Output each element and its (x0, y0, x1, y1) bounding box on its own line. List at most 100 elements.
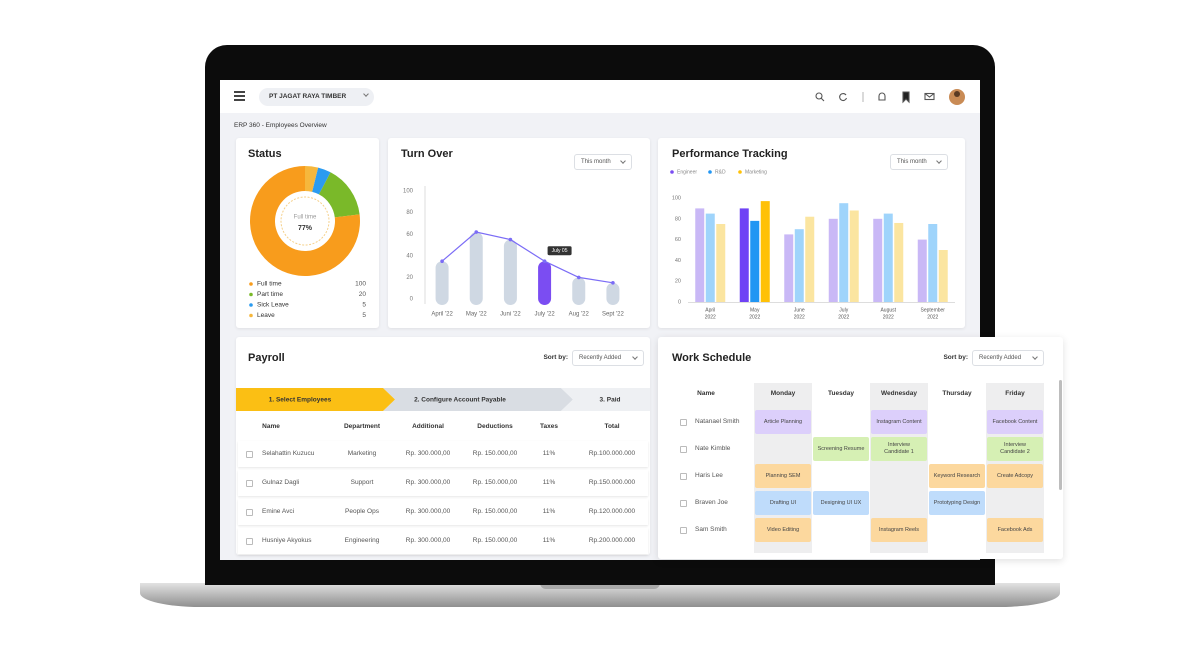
schedule-cell[interactable]: Article Planning (755, 410, 811, 434)
donut-center (280, 196, 330, 246)
mail-icon (924, 93, 935, 98)
checkbox[interactable] (680, 526, 687, 534)
cell-text: 11% (542, 537, 556, 544)
company-selector[interactable]: PT JAGAT RAYA TIMBER (259, 88, 374, 106)
y-tick-label: 100 (672, 195, 681, 201)
bar (503, 239, 517, 305)
cell-text: Rp. 150.000,00 (472, 479, 518, 486)
checkbox[interactable] (246, 479, 253, 487)
bar (873, 218, 883, 302)
schedule-cell[interactable]: Video Editing (755, 518, 811, 542)
employee-name: Haris Lee (695, 472, 723, 479)
donut-segment (312, 167, 331, 195)
cell-text: 11% (542, 479, 556, 486)
menu-icon[interactable] (234, 99, 245, 101)
cell-text: Rp. 300.000,00 (405, 450, 451, 457)
checkbox[interactable] (680, 472, 687, 480)
employee-name: Nate Kimble (695, 445, 731, 452)
legend-dot (249, 313, 253, 318)
bar (739, 208, 749, 302)
sort-dropdown[interactable]: Recently Added (572, 350, 644, 366)
cell-text: 11% (542, 508, 556, 515)
cell-text: Rp. 150.000,00 (472, 450, 518, 457)
schedule-cell[interactable]: Instagram Content (871, 410, 927, 434)
mail-icon[interactable] (924, 92, 935, 101)
refresh-icon[interactable] (839, 92, 848, 102)
schedule-cell[interactable]: Screening Resume (813, 437, 869, 461)
cell-text: Emine Avci (262, 508, 295, 515)
trend-point (576, 275, 581, 280)
cell-text: Rp. 300.000,00 (405, 508, 451, 515)
cell-text: Marketing (347, 450, 377, 457)
schedule-cell[interactable]: Keyword Research (929, 464, 985, 488)
table-row (238, 528, 648, 554)
y-tick-label: 20 (675, 279, 681, 285)
schedule-cell[interactable]: Interview Candidate 1 (871, 437, 927, 461)
column-header: Thursday (942, 390, 972, 397)
column-header: Taxes (540, 423, 558, 430)
cell-text: Rp. 300.000,00 (405, 479, 451, 486)
filter-dropdown[interactable]: This month (574, 154, 632, 170)
checkbox[interactable] (246, 537, 253, 545)
trend-point (474, 230, 479, 234)
search-icon[interactable] (815, 92, 823, 100)
legend-label: Engineer (677, 169, 697, 175)
search-icon (820, 97, 825, 102)
y-tick-label: 100 (403, 189, 414, 195)
bar (849, 210, 859, 302)
schedule-cell[interactable]: Interview Candidate 2 (987, 437, 1043, 461)
bar (695, 208, 705, 302)
schedule-cell[interactable]: Create Adcopy (987, 464, 1043, 488)
employee-name: Natanael Smith (695, 418, 740, 425)
schedule-cell[interactable]: Drafting UI (755, 491, 811, 515)
menu-icon[interactable] (234, 95, 245, 97)
legend-label: R&D (715, 169, 726, 175)
legend-dot (738, 170, 742, 174)
trend-point (440, 259, 444, 264)
schedule-cell[interactable]: Designing UI UX (813, 491, 869, 515)
schedule-cell[interactable]: Facebook Ads (987, 518, 1043, 542)
card-title: Performance Tracking (672, 148, 788, 160)
checkbox[interactable] (246, 450, 253, 458)
column-header: Department (343, 423, 381, 430)
bar (572, 277, 586, 305)
bar (839, 203, 849, 302)
y-tick-label: 0 (410, 297, 414, 303)
employee-name: Braven Joe (695, 499, 728, 506)
x-tick-label: April (705, 307, 715, 313)
bookmark-icon[interactable] (902, 91, 910, 104)
bar (716, 224, 726, 302)
y-tick-label: 80 (675, 216, 681, 222)
x-tick-label: Aug '22 (569, 312, 590, 318)
scrollbar[interactable] (1059, 380, 1062, 490)
filter-dropdown[interactable]: This month (890, 154, 948, 170)
cell-text: Gulnaz Dagli (262, 479, 300, 486)
schedule-cell[interactable]: Instagram Reels (871, 518, 927, 542)
step-label: 3. Paid (600, 397, 621, 404)
legend-dot (708, 170, 712, 174)
schedule-cell[interactable]: Prototyping Design (929, 491, 985, 515)
center-value: 77% (298, 225, 313, 232)
trend-point (611, 281, 615, 285)
schedule-cell[interactable]: Planning SEM (755, 464, 811, 488)
cell-text: Selahattin Kuzucu (262, 450, 315, 457)
menu-icon[interactable] (234, 91, 245, 93)
column-header: Total (604, 423, 620, 430)
bar (606, 282, 620, 305)
cell-text: Rp.150.000.000 (588, 479, 636, 486)
bell-icon[interactable] (878, 92, 886, 101)
legend-dot (249, 303, 253, 307)
bar (828, 218, 838, 302)
checkbox[interactable] (680, 499, 687, 507)
schedule-cell[interactable]: Facebook Content (987, 410, 1043, 434)
bar (894, 222, 904, 302)
legend-label: Full time (257, 281, 282, 288)
x-tick-label: July (839, 307, 848, 313)
checkbox[interactable] (246, 508, 253, 516)
x-tick-sublabel: 2022 (749, 314, 760, 320)
x-tick-label: May (750, 307, 760, 313)
checkbox[interactable] (680, 418, 687, 426)
trend-point (542, 259, 547, 264)
sort-dropdown[interactable]: Recently Added (972, 350, 1044, 366)
checkbox[interactable] (680, 445, 687, 453)
